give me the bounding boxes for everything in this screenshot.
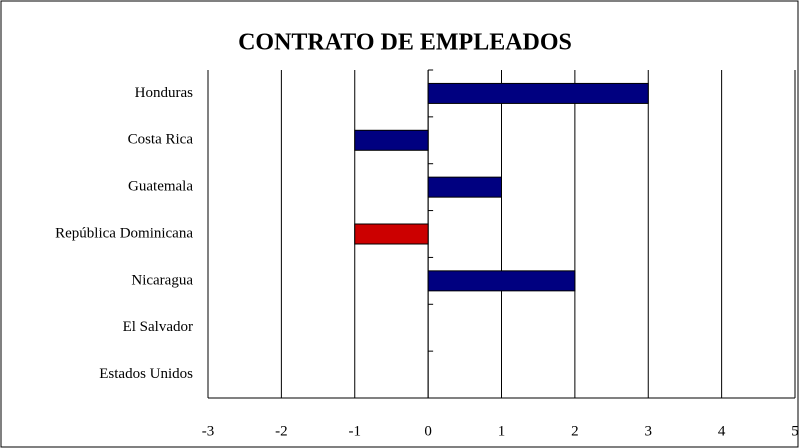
y-tick-label: Guatemala xyxy=(128,179,193,195)
y-tick-label: Honduras xyxy=(135,85,193,101)
x-tick-label: 3 xyxy=(645,423,653,439)
bar xyxy=(427,82,649,104)
y-tick-label: Nicaragua xyxy=(131,272,193,288)
bar xyxy=(354,223,429,245)
x-tick-label: 2 xyxy=(571,423,579,439)
x-tick-label: -1 xyxy=(349,423,362,439)
x-tick-label: 0 xyxy=(424,423,432,439)
y-tick-label: Estados Unidos xyxy=(99,366,193,382)
bar xyxy=(427,270,576,292)
y-tick-label: República Dominicana xyxy=(55,225,193,241)
y-tick-label: El Salvador xyxy=(123,319,193,335)
x-tick-label: 5 xyxy=(791,423,799,439)
bar xyxy=(354,129,429,151)
x-tick-label: -2 xyxy=(275,423,288,439)
chart-title: CONTRATO DE EMPLEADOS xyxy=(238,30,572,56)
y-tick-label: Costa Rica xyxy=(128,132,194,148)
x-tick-label: 1 xyxy=(498,423,506,439)
x-tick-label: 4 xyxy=(718,423,726,439)
x-tick-label: -3 xyxy=(202,423,215,439)
bar xyxy=(427,176,502,198)
